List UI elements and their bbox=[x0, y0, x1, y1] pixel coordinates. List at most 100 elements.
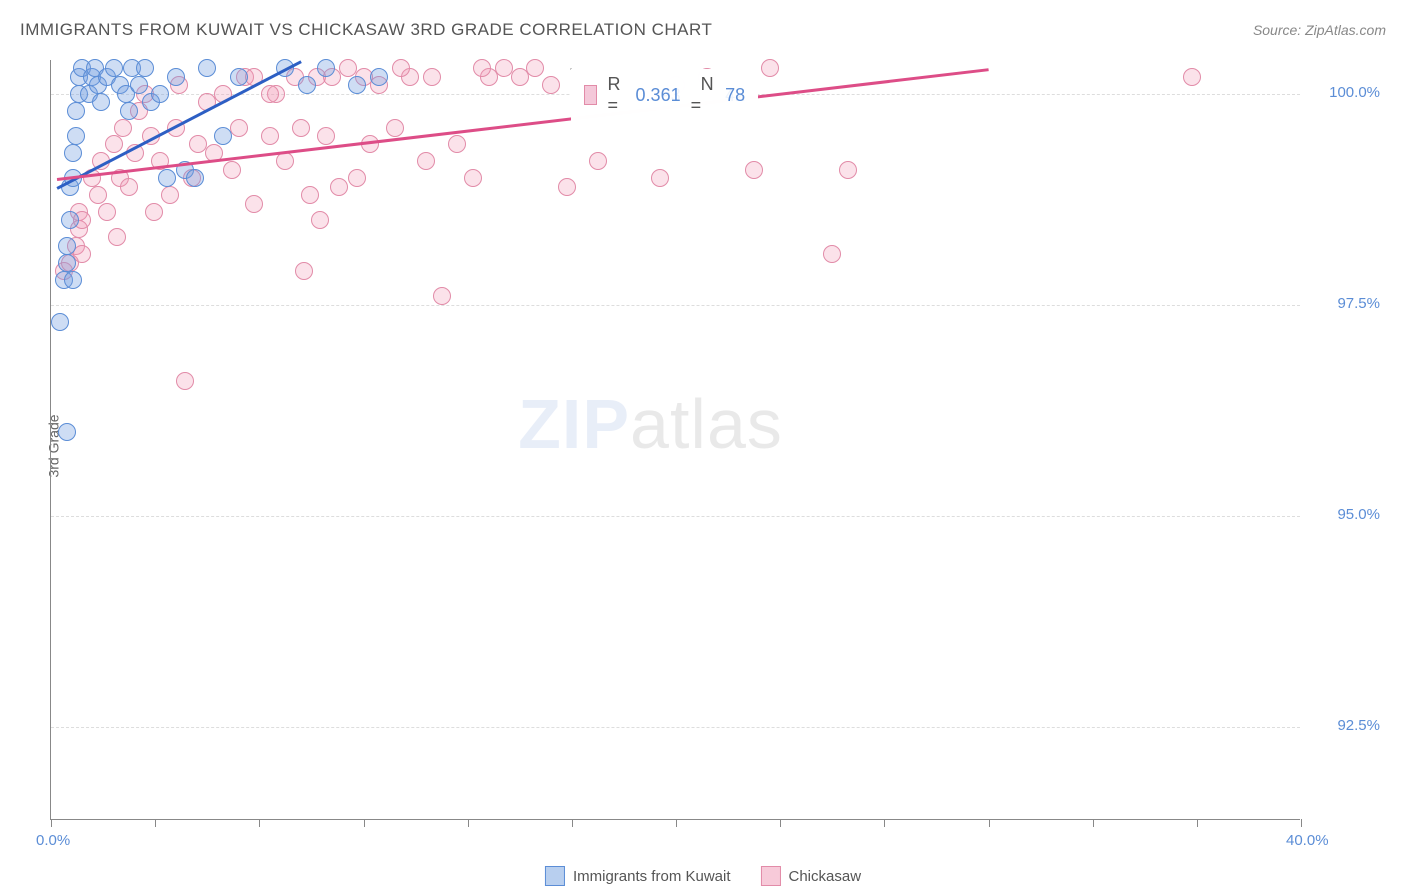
data-point bbox=[198, 59, 216, 77]
xtick bbox=[468, 819, 469, 827]
data-point bbox=[317, 127, 335, 145]
xtick bbox=[989, 819, 990, 827]
data-point bbox=[58, 254, 76, 272]
stat-label-n: N = bbox=[691, 74, 715, 116]
data-point bbox=[301, 186, 319, 204]
data-point bbox=[98, 203, 116, 221]
xtick bbox=[1301, 819, 1302, 827]
data-point bbox=[89, 186, 107, 204]
data-point bbox=[651, 169, 669, 187]
data-point bbox=[261, 127, 279, 145]
swatch-icon bbox=[761, 866, 781, 886]
data-point bbox=[386, 119, 404, 137]
data-point bbox=[151, 85, 169, 103]
swatch-icon bbox=[545, 866, 565, 886]
stats-row: R = 0.361 N = 78 bbox=[571, 69, 758, 121]
xtick bbox=[259, 819, 260, 827]
watermark-zip: ZIP bbox=[518, 385, 630, 463]
xtick bbox=[676, 819, 677, 827]
data-point bbox=[558, 178, 576, 196]
data-point bbox=[292, 119, 310, 137]
xtick bbox=[884, 819, 885, 827]
data-point bbox=[223, 161, 241, 179]
stat-value-r: 0.361 bbox=[636, 85, 681, 106]
gridline-h bbox=[51, 305, 1300, 306]
data-point bbox=[158, 169, 176, 187]
data-point bbox=[130, 76, 148, 94]
data-point bbox=[61, 211, 79, 229]
data-point bbox=[839, 161, 857, 179]
data-point bbox=[176, 372, 194, 390]
chart-header: IMMIGRANTS FROM KUWAIT VS CHICKASAW 3RD … bbox=[20, 20, 1386, 40]
ytick-label: 95.0% bbox=[1337, 506, 1380, 523]
data-point bbox=[473, 59, 491, 77]
data-point bbox=[392, 59, 410, 77]
data-point bbox=[161, 186, 179, 204]
swatch-icon bbox=[584, 85, 597, 105]
ytick-label: 92.5% bbox=[1337, 717, 1380, 734]
data-point bbox=[214, 127, 232, 145]
data-point bbox=[114, 119, 132, 137]
stat-label-r: R = bbox=[607, 74, 625, 116]
data-point bbox=[423, 68, 441, 86]
data-point bbox=[464, 169, 482, 187]
xtick bbox=[572, 819, 573, 827]
data-point bbox=[64, 144, 82, 162]
xtick bbox=[51, 819, 52, 827]
data-point bbox=[108, 228, 126, 246]
gridline-h bbox=[51, 516, 1300, 517]
data-point bbox=[433, 287, 451, 305]
data-point bbox=[230, 68, 248, 86]
data-point bbox=[330, 178, 348, 196]
data-point bbox=[92, 93, 110, 111]
data-point bbox=[245, 195, 263, 213]
source-label: Source: ZipAtlas.com bbox=[1253, 22, 1386, 38]
legend-label: Immigrants from Kuwait bbox=[573, 868, 731, 885]
data-point bbox=[51, 313, 69, 331]
watermark-atlas: atlas bbox=[630, 385, 783, 463]
data-point bbox=[823, 245, 841, 263]
data-point bbox=[417, 152, 435, 170]
legend-item-blue: Immigrants from Kuwait bbox=[545, 866, 731, 886]
data-point bbox=[58, 237, 76, 255]
data-point bbox=[120, 178, 138, 196]
data-point bbox=[526, 59, 544, 77]
data-point bbox=[230, 119, 248, 137]
data-point bbox=[120, 102, 138, 120]
data-point bbox=[1183, 68, 1201, 86]
data-point bbox=[64, 271, 82, 289]
data-point bbox=[370, 68, 388, 86]
data-point bbox=[348, 169, 366, 187]
legend-label: Chickasaw bbox=[789, 868, 862, 885]
chart-title: IMMIGRANTS FROM KUWAIT VS CHICKASAW 3RD … bbox=[20, 20, 712, 40]
xtick bbox=[364, 819, 365, 827]
xtick bbox=[1197, 819, 1198, 827]
data-point bbox=[73, 245, 91, 263]
data-point bbox=[589, 152, 607, 170]
data-point bbox=[348, 76, 366, 94]
data-point bbox=[186, 169, 204, 187]
legend: Immigrants from Kuwait Chickasaw bbox=[545, 866, 861, 886]
data-point bbox=[261, 85, 279, 103]
xtick-label: 40.0% bbox=[1286, 832, 1329, 849]
data-point bbox=[276, 152, 294, 170]
legend-item-pink: Chickasaw bbox=[761, 866, 862, 886]
xtick bbox=[1093, 819, 1094, 827]
data-point bbox=[298, 76, 316, 94]
data-point bbox=[67, 102, 85, 120]
stat-value-n: 78 bbox=[725, 85, 745, 106]
data-point bbox=[105, 135, 123, 153]
ytick-label: 97.5% bbox=[1337, 295, 1380, 312]
data-point bbox=[105, 59, 123, 77]
data-point bbox=[136, 59, 154, 77]
gridline-h bbox=[51, 727, 1300, 728]
plot-area: ZIPatlas 92.5%95.0%97.5%100.0%0.0%40.0% bbox=[50, 60, 1300, 820]
data-point bbox=[448, 135, 466, 153]
data-point bbox=[361, 135, 379, 153]
data-point bbox=[317, 59, 335, 77]
data-point bbox=[58, 423, 76, 441]
data-point bbox=[67, 127, 85, 145]
data-point bbox=[542, 76, 560, 94]
xtick bbox=[155, 819, 156, 827]
data-point bbox=[761, 59, 779, 77]
